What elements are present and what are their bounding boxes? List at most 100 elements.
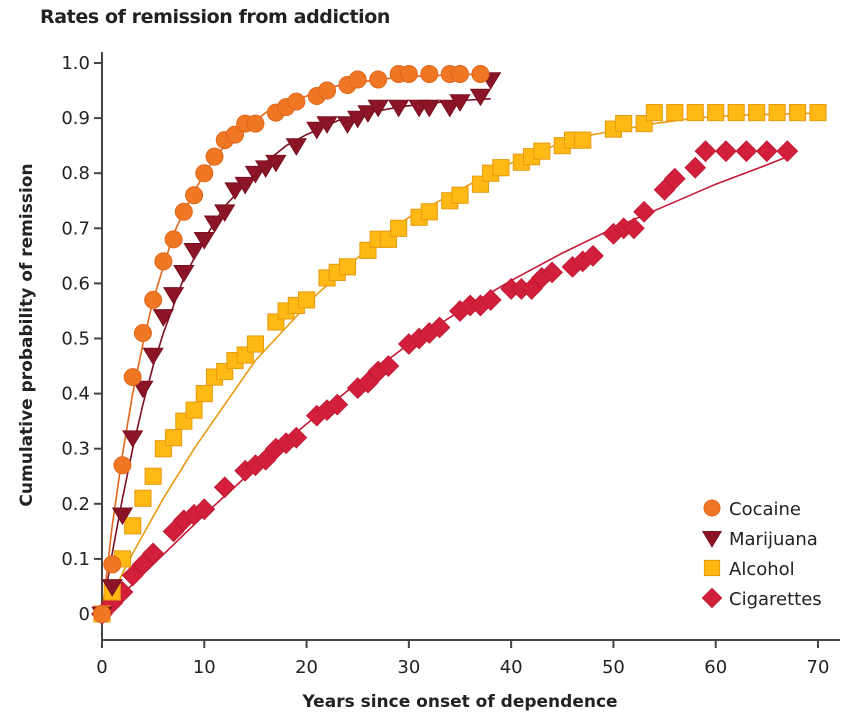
y-tick-label: 0.2 bbox=[61, 494, 90, 515]
legend-triangle-down-icon bbox=[701, 531, 723, 548]
cigarettes-point bbox=[776, 140, 799, 163]
series-cigarettes bbox=[91, 140, 799, 625]
alcohol-point bbox=[195, 385, 213, 403]
marijuana-point bbox=[418, 99, 440, 118]
cigarettes-point bbox=[541, 261, 563, 284]
y-tick-label: 0.8 bbox=[61, 163, 90, 184]
legend-item-marijuana: Marijuana bbox=[701, 529, 818, 550]
cigarettes-point bbox=[121, 564, 144, 587]
cigarettes-point bbox=[132, 553, 154, 576]
legend: Cocaine Marijuana Alcohol Cigarettes bbox=[701, 499, 822, 610]
marijuana-point bbox=[285, 138, 308, 156]
cigarettes-point bbox=[520, 278, 543, 300]
legend-item-cocaine: Cocaine bbox=[703, 499, 801, 520]
marijuana-point bbox=[224, 182, 246, 200]
marijuana-point bbox=[193, 231, 215, 250]
cigarettes-point bbox=[694, 140, 717, 163]
marijuana-point bbox=[183, 242, 205, 261]
alcohol-point bbox=[165, 429, 183, 447]
x-tick-label: 0 bbox=[96, 657, 107, 678]
cigarettes-point bbox=[213, 476, 236, 499]
cocaine-point bbox=[369, 70, 388, 89]
marijuana-point bbox=[122, 430, 144, 448]
marijuana-point bbox=[111, 507, 134, 526]
legend-diamond-icon bbox=[701, 587, 723, 609]
marijuana-point bbox=[265, 154, 287, 173]
cigarettes-point bbox=[142, 542, 165, 565]
marijuana-point bbox=[173, 265, 195, 283]
x-tick-label: 70 bbox=[807, 657, 830, 678]
marijuana-point bbox=[203, 215, 226, 234]
cocaine-point bbox=[185, 186, 204, 205]
cigarettes-point bbox=[285, 426, 308, 449]
marijuana-point bbox=[449, 94, 471, 112]
marijuana-point bbox=[367, 99, 389, 118]
cocaine-point bbox=[318, 81, 337, 100]
legend-label: Cocaine bbox=[729, 499, 801, 520]
y-tick-label: 0.7 bbox=[61, 218, 90, 239]
marijuana-point bbox=[469, 88, 492, 107]
cocaine-point bbox=[195, 164, 214, 183]
y-tick-label: 0.6 bbox=[61, 273, 90, 294]
marijuana-point bbox=[357, 105, 379, 123]
marijuana-point bbox=[316, 116, 338, 134]
x-axis-title: Years since onset of dependence bbox=[301, 692, 617, 712]
marijuana-point bbox=[162, 287, 185, 305]
alcohol-point bbox=[297, 291, 316, 309]
axes: 0 0.1 0.2 0.3 0.4 0.5 0.6 0.7 0.8 0.9 1.0 0 10 20 30 4… bbox=[17, 52, 840, 712]
marijuana-point bbox=[254, 160, 277, 178]
y-tick-label: 0.1 bbox=[61, 549, 90, 570]
cocaine-point bbox=[205, 147, 224, 166]
y-tick-label: 0.3 bbox=[61, 439, 90, 460]
marijuana-point bbox=[387, 99, 410, 118]
fit-line-alcohol bbox=[101, 112, 819, 615]
legend-label: Alcohol bbox=[729, 559, 795, 580]
cocaine-point bbox=[174, 202, 193, 221]
y-tick-label: 0.5 bbox=[61, 329, 90, 350]
alcohol-point bbox=[748, 104, 766, 122]
legend-item-alcohol: Alcohol bbox=[703, 559, 795, 580]
alcohol-point bbox=[533, 142, 551, 160]
marijuana-point bbox=[214, 204, 236, 223]
y-tick-label: 0.4 bbox=[61, 384, 90, 405]
alcohol-point bbox=[451, 186, 469, 204]
cocaine-point bbox=[93, 605, 111, 623]
cigarettes-point bbox=[377, 355, 400, 377]
marijuana-point bbox=[142, 347, 164, 366]
alcohol-point bbox=[420, 203, 438, 221]
alcohol-point bbox=[144, 467, 162, 485]
marijuana-point bbox=[132, 380, 154, 399]
x-tick-label: 20 bbox=[295, 657, 318, 678]
y-tick-label: 0 bbox=[79, 604, 90, 625]
cigarettes-point bbox=[684, 156, 707, 179]
alcohol-point bbox=[666, 104, 684, 122]
alcohol-point bbox=[686, 104, 704, 122]
cigarettes-point bbox=[715, 140, 737, 163]
cigarettes-point bbox=[193, 498, 216, 521]
marijuana-point bbox=[244, 165, 267, 184]
alcohol-point bbox=[390, 219, 408, 237]
cocaine-point bbox=[144, 290, 163, 309]
x-tick-label: 10 bbox=[193, 657, 216, 678]
cocaine-point bbox=[164, 230, 183, 249]
cocaine-point bbox=[225, 125, 244, 144]
alcohol-point bbox=[615, 115, 633, 133]
legend-label: Marijuana bbox=[729, 529, 818, 550]
cigarettes-point bbox=[582, 244, 604, 267]
cocaine-point bbox=[103, 555, 122, 574]
y-tick-label: 1.0 bbox=[61, 53, 90, 74]
marijuana-point bbox=[439, 99, 461, 118]
x-tick-label: 50 bbox=[602, 657, 625, 678]
cigarettes-point bbox=[622, 217, 645, 240]
cigarettes-point bbox=[735, 140, 758, 163]
fit-line-marijuana bbox=[101, 98, 491, 615]
legend-item-cigarettes: Cigarettes bbox=[701, 587, 822, 610]
cigarettes-point bbox=[479, 289, 502, 311]
cigarettes-point bbox=[755, 140, 778, 163]
y-tick-label: 0.9 bbox=[61, 108, 90, 129]
series-cocaine bbox=[93, 65, 490, 623]
alcohol-point bbox=[492, 159, 510, 177]
series-marijuana bbox=[91, 72, 502, 625]
cigarettes-point bbox=[162, 520, 185, 543]
cocaine-point bbox=[154, 252, 173, 271]
